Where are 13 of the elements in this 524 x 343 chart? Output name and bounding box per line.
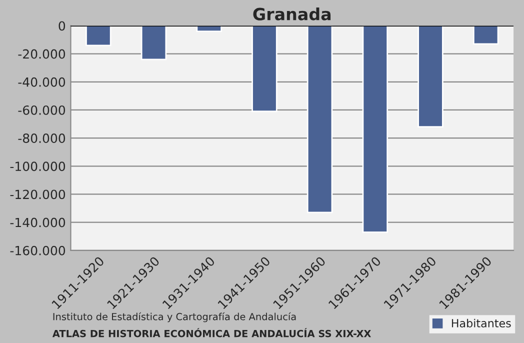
legend-label: Habitantes	[452, 318, 511, 328]
text: ATLAS DE HISTORIA ECONÓMICA DE ANDALUCÍA SS XIX-XX	[52, 328, 372, 338]
y-tick-label: -160.000	[10, 246, 66, 256]
y-tick-label: -20.000	[18, 49, 66, 59]
y-tick-label: -140.000	[10, 218, 66, 228]
chart-title: Granada	[253, 8, 331, 20]
y-tick-label: -80.000	[18, 134, 66, 143]
text: Instituto de Estadística y Cartografía de Andalucía	[53, 312, 296, 322]
y-tick-label: -120.000	[10, 190, 66, 200]
y-tick-label: -40.000	[18, 77, 66, 87]
y-tick-label: -60.000	[18, 105, 66, 115]
y-tick-label: 0	[58, 21, 66, 31]
y-tick-label: -100.000	[10, 162, 66, 172]
